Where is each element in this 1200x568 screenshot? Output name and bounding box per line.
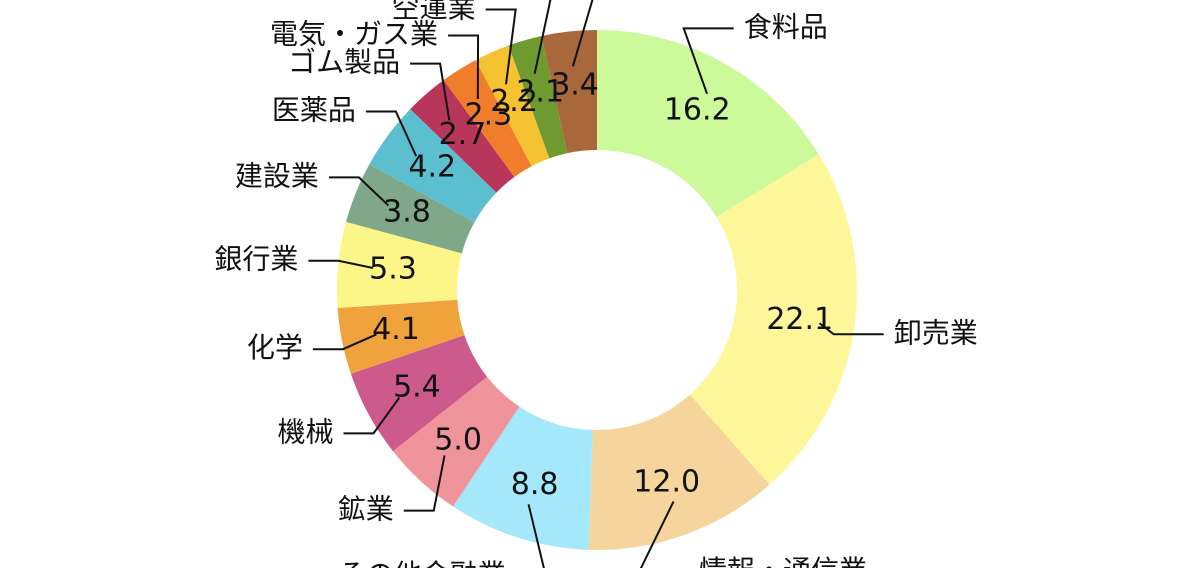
category-label: 機械 bbox=[277, 415, 333, 448]
slice bbox=[337, 299, 465, 374]
leader-line bbox=[682, 27, 734, 95]
leader-line bbox=[365, 110, 418, 157]
slice bbox=[597, 30, 819, 217]
slice bbox=[410, 80, 515, 193]
category-label: 空運業 bbox=[392, 0, 476, 25]
slice bbox=[392, 376, 520, 507]
category-label: 電気・ガス業 bbox=[270, 18, 438, 51]
value-label: 3.8 bbox=[383, 195, 431, 230]
leader-line bbox=[308, 259, 374, 270]
leader-line bbox=[533, 0, 552, 75]
leader-line bbox=[818, 322, 884, 336]
leader-line bbox=[527, 504, 545, 568]
slice bbox=[475, 45, 550, 167]
leader-line bbox=[448, 34, 480, 100]
leader-line bbox=[312, 333, 377, 351]
value-label: 5.0 bbox=[434, 422, 482, 457]
leader-line bbox=[403, 455, 446, 512]
category-label: 化学 bbox=[247, 331, 303, 364]
slice bbox=[336, 221, 462, 309]
slice bbox=[443, 60, 532, 177]
value-label: 2.2 bbox=[490, 84, 538, 119]
leader-line bbox=[571, 0, 594, 67]
value-label: 16.2 bbox=[664, 93, 731, 128]
value-label: 2.7 bbox=[439, 117, 487, 152]
slice bbox=[350, 335, 488, 452]
slice bbox=[588, 394, 770, 550]
value-label: 3.4 bbox=[551, 68, 599, 103]
value-label: 12.0 bbox=[633, 464, 700, 499]
value-label: 2.3 bbox=[465, 98, 513, 133]
leader-line bbox=[410, 62, 451, 121]
value-label: 8.8 bbox=[511, 467, 559, 502]
slice bbox=[541, 30, 597, 154]
category-label: 建設業 bbox=[235, 159, 319, 192]
value-label: 22.1 bbox=[766, 302, 833, 337]
slice bbox=[689, 154, 857, 485]
leader-line bbox=[639, 501, 675, 568]
slice bbox=[346, 164, 475, 254]
slice bbox=[369, 109, 497, 223]
slice bbox=[508, 35, 568, 159]
value-label: 5.3 bbox=[369, 251, 417, 286]
value-label: 5.4 bbox=[393, 369, 441, 404]
value-label: 2.1 bbox=[516, 75, 564, 110]
value-label: 4.2 bbox=[408, 150, 456, 185]
leader-line bbox=[343, 396, 401, 435]
category-label: 卸売業 bbox=[894, 316, 978, 349]
category-label: ゴム製品 bbox=[288, 46, 400, 79]
category-label: 鉱業 bbox=[338, 493, 394, 526]
category-label: 医薬品 bbox=[272, 94, 356, 127]
category-label: 銀行業 bbox=[214, 243, 298, 276]
leader-line bbox=[485, 8, 517, 85]
category-label: 情報・通信業 bbox=[699, 554, 867, 568]
inner-hole bbox=[471, 164, 723, 416]
leader-line bbox=[328, 176, 390, 207]
category-label: 食料品 bbox=[744, 10, 828, 43]
category-label: その他金融業 bbox=[338, 558, 506, 568]
slice bbox=[453, 406, 593, 550]
value-label: 4.1 bbox=[372, 312, 420, 347]
